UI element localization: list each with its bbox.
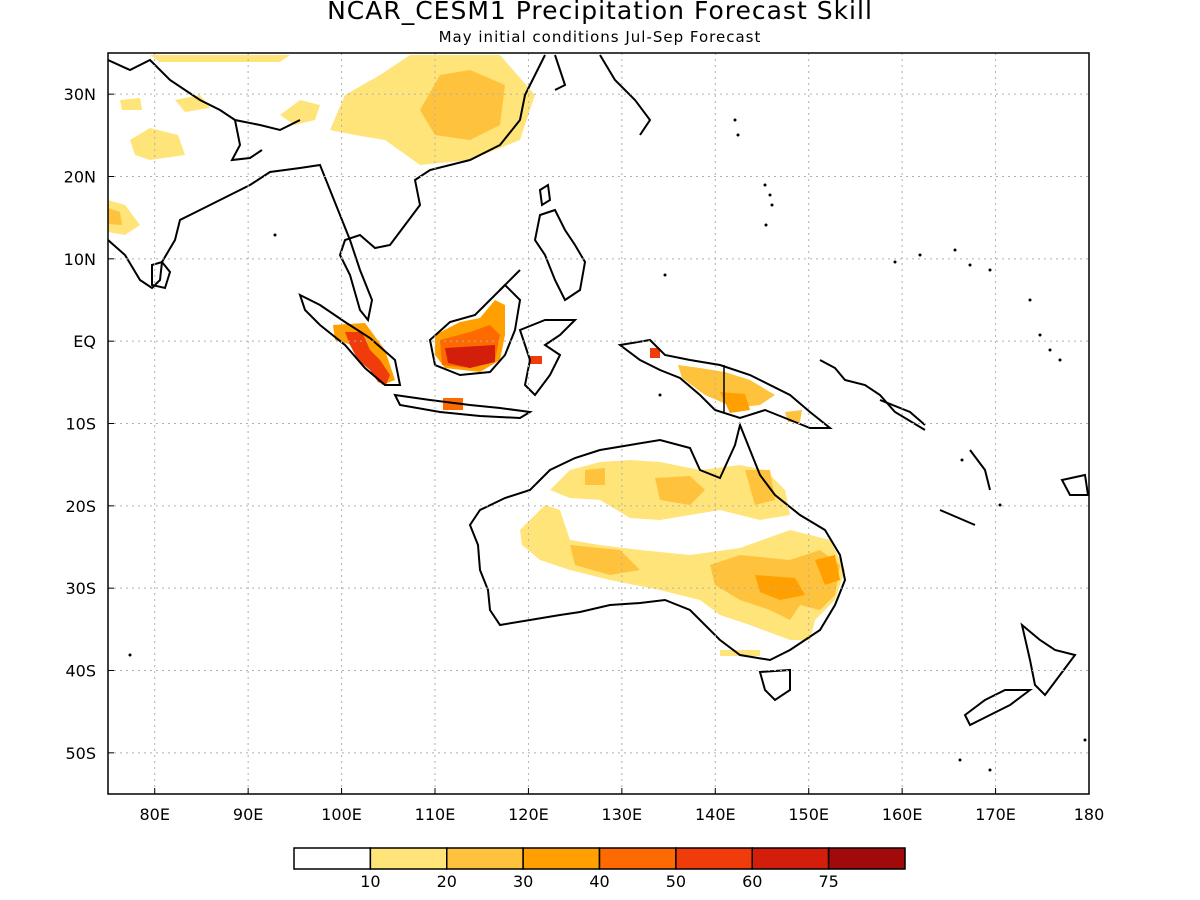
coast-korea bbox=[554, 54, 567, 91]
coast-asia-mainland bbox=[108, 54, 546, 323]
coast-sumatra bbox=[298, 293, 402, 386]
coast-australia bbox=[468, 421, 847, 662]
longitude-labels: 80E 90E 100E 110E 120E 130E 140E 150E 160E 170E 18… bbox=[139, 805, 1104, 824]
coast-vanuatu bbox=[969, 449, 991, 491]
colorbar-labels: 10 20 30 40 50 60 75 bbox=[360, 872, 839, 891]
colorbar-swatch bbox=[293, 847, 372, 870]
shading-himalaya bbox=[175, 95, 210, 112]
map-subtitle: May initial conditions Jul-Sep Forecast bbox=[438, 28, 762, 46]
shading-new-guinea bbox=[678, 365, 775, 408]
colorbar-swatch bbox=[751, 847, 830, 870]
colorbar-swatch bbox=[522, 847, 601, 870]
skill-shading bbox=[108, 55, 845, 656]
lon-tick-label: 130E bbox=[602, 805, 643, 824]
lat-tick-label: 30N bbox=[64, 85, 96, 104]
coast-fiji bbox=[1060, 473, 1089, 496]
coast-nz-north bbox=[1020, 622, 1077, 697]
shading-north-edge bbox=[150, 55, 290, 62]
shading-sulawesi bbox=[530, 356, 542, 364]
coast-solomons bbox=[879, 399, 926, 426]
shading-tibet bbox=[280, 100, 320, 125]
latitude-labels: 30N 20N 10N EQ 10S 20S 30S 40S 50S bbox=[64, 85, 96, 763]
colorbar-label: 75 bbox=[818, 872, 838, 891]
lon-tick-label: 160E bbox=[882, 805, 923, 824]
lon-tick-label: 110E bbox=[415, 805, 456, 824]
plot-frame bbox=[107, 52, 1090, 795]
shading-borneo-core bbox=[445, 345, 495, 368]
shading-pakistan bbox=[120, 98, 142, 110]
lat-tick-label: 10N bbox=[64, 250, 96, 269]
coastlines bbox=[108, 54, 1089, 727]
shading-aus-north-core bbox=[655, 476, 705, 505]
coast-java bbox=[393, 393, 533, 420]
island-dots bbox=[128, 118, 1087, 772]
lon-tick-label: 170E bbox=[975, 805, 1016, 824]
colorbar-label: 10 bbox=[360, 872, 380, 891]
colorbar-swatch bbox=[827, 847, 906, 870]
colorbar-swatch bbox=[369, 847, 448, 870]
colorbar-swatch bbox=[675, 847, 753, 870]
shading-india-north bbox=[130, 128, 185, 160]
coast-taiwan bbox=[538, 183, 552, 207]
shading-aus-central-band bbox=[570, 545, 640, 575]
shading-china-core bbox=[420, 70, 505, 140]
grid-lines bbox=[108, 53, 1090, 794]
lon-tick-label: 150E bbox=[788, 805, 829, 824]
lat-tick-label: 20S bbox=[65, 497, 96, 516]
coast-borneo bbox=[428, 283, 522, 377]
coast-nz-south bbox=[963, 689, 1033, 727]
coast-bismarck bbox=[819, 359, 926, 431]
coast-japan bbox=[599, 54, 652, 136]
shading-java bbox=[443, 398, 463, 410]
shading-png-east bbox=[785, 410, 802, 422]
coast-tasmania bbox=[758, 668, 791, 702]
lon-tick-label: 140E bbox=[695, 805, 736, 824]
lon-tick-label: 120E bbox=[508, 805, 549, 824]
shading-new-guinea-core bbox=[720, 392, 750, 413]
lon-tick-label: 90E bbox=[233, 805, 263, 824]
lat-tick-label: 50S bbox=[65, 744, 96, 763]
shading-aus-east-core bbox=[815, 555, 840, 585]
colorbar-label: 40 bbox=[589, 872, 609, 891]
lat-tick-label: 10S bbox=[65, 415, 96, 434]
shading-aus-nw bbox=[585, 468, 605, 485]
shading-india-west-core bbox=[108, 208, 122, 225]
shading-aus-south bbox=[720, 650, 760, 656]
colorbar-label: 20 bbox=[437, 872, 457, 891]
colorbar-swatch bbox=[446, 847, 524, 870]
shading-aus-ne-core bbox=[745, 470, 775, 505]
colorbar-swatch bbox=[598, 847, 677, 870]
coast-new-caledonia bbox=[939, 509, 976, 526]
lon-tick-label: 80E bbox=[139, 805, 169, 824]
shading-aus-se-core bbox=[755, 575, 805, 600]
lat-tick-label: 30S bbox=[65, 579, 96, 598]
colorbar-label: 50 bbox=[666, 872, 686, 891]
shading-sumatra-core bbox=[345, 332, 390, 385]
lat-tick-label: EQ bbox=[73, 332, 96, 351]
map-title: NCAR_CESM1 Precipitation Forecast Skill bbox=[327, 0, 873, 25]
shading-papua-bird bbox=[650, 348, 660, 358]
coast-sri-lanka bbox=[151, 260, 172, 290]
lon-tick-label: 100E bbox=[321, 805, 362, 824]
colorbar-label: 30 bbox=[513, 872, 533, 891]
coast-sulawesi bbox=[518, 319, 578, 397]
border-hill bbox=[230, 119, 263, 162]
colorbar-label: 60 bbox=[742, 872, 762, 891]
lat-tick-label: 40S bbox=[65, 662, 96, 681]
shading-india-west bbox=[108, 200, 140, 235]
coast-new-guinea bbox=[617, 338, 833, 429]
lon-tick-label: 180 bbox=[1074, 805, 1105, 824]
lat-tick-label: 20N bbox=[64, 168, 96, 187]
coast-philippines bbox=[533, 208, 587, 302]
colorbar bbox=[293, 847, 906, 870]
coast-india-inner bbox=[108, 58, 301, 132]
